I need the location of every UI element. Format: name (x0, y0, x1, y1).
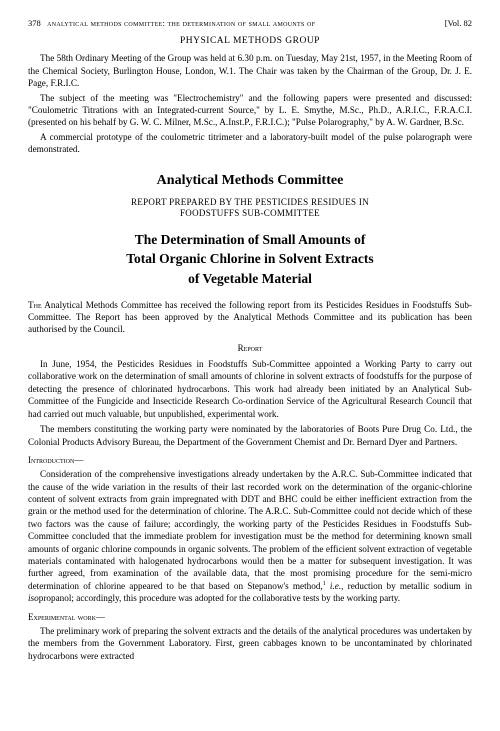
committee-subtitle: REPORT PREPARED BY THE PESTICIDES RESIDU… (28, 197, 472, 220)
group-heading: PHYSICAL METHODS GROUP (28, 35, 472, 48)
intro-main: Consideration of the comprehensive inves… (28, 469, 472, 591)
meeting-para-3: A commercial prototype of the coulometri… (28, 131, 472, 156)
iso-italic: iso (28, 593, 39, 603)
subtitle-line1: REPORT PREPARED BY THE PESTICIDES RESIDU… (131, 197, 369, 207)
article-title-line2: Total Organic Chlorine in Solvent Extrac… (126, 251, 373, 266)
page-number: 378 (28, 18, 41, 28)
introduction-para: Consideration of the comprehensive inves… (28, 468, 472, 605)
experimental-heading: Experimental work— (28, 611, 472, 623)
running-head-text: analytical methods committee: the determ… (47, 18, 315, 28)
article-title: The Determination of Small Amounts of To… (58, 230, 442, 289)
footnote-ref-1: 1 (323, 581, 326, 587)
preamble-text: Analytical Methods Committee has receive… (28, 300, 472, 335)
preamble-lead: The (28, 300, 42, 310)
report-para-2: The members constituting the working par… (28, 423, 472, 448)
report-heading: Report (28, 342, 472, 354)
introduction-heading: Introduction— (28, 454, 472, 466)
volume-label: [Vol. 82 (445, 18, 472, 29)
page: 378 analytical methods committee: the de… (0, 0, 500, 685)
meeting-para-1: The 58th Ordinary Meeting of the Group w… (28, 52, 472, 89)
report-para-1: In June, 1954, the Pesticides Residues i… (28, 358, 472, 420)
meeting-para-2: The subject of the meeting was "Electroc… (28, 92, 472, 129)
subtitle-line2: FOODSTUFFS SUB-COMMITTEE (180, 208, 320, 218)
preamble: The Analytical Methods Committee has rec… (28, 299, 472, 336)
intro-tail-1: , reduction by metallic sodium in (341, 581, 472, 591)
running-header: 378 analytical methods committee: the de… (28, 18, 472, 29)
article-title-line3: of Vegetable Material (188, 271, 312, 286)
ie-italic: i.e. (330, 581, 341, 591)
experimental-para: The preliminary work of preparing the so… (28, 625, 472, 662)
intro-tail-2: propanol; accordingly, this procedure wa… (39, 593, 400, 603)
committee-title: Analytical Methods Committee (28, 172, 472, 191)
article-title-line1: The Determination of Small Amounts of (135, 232, 366, 247)
